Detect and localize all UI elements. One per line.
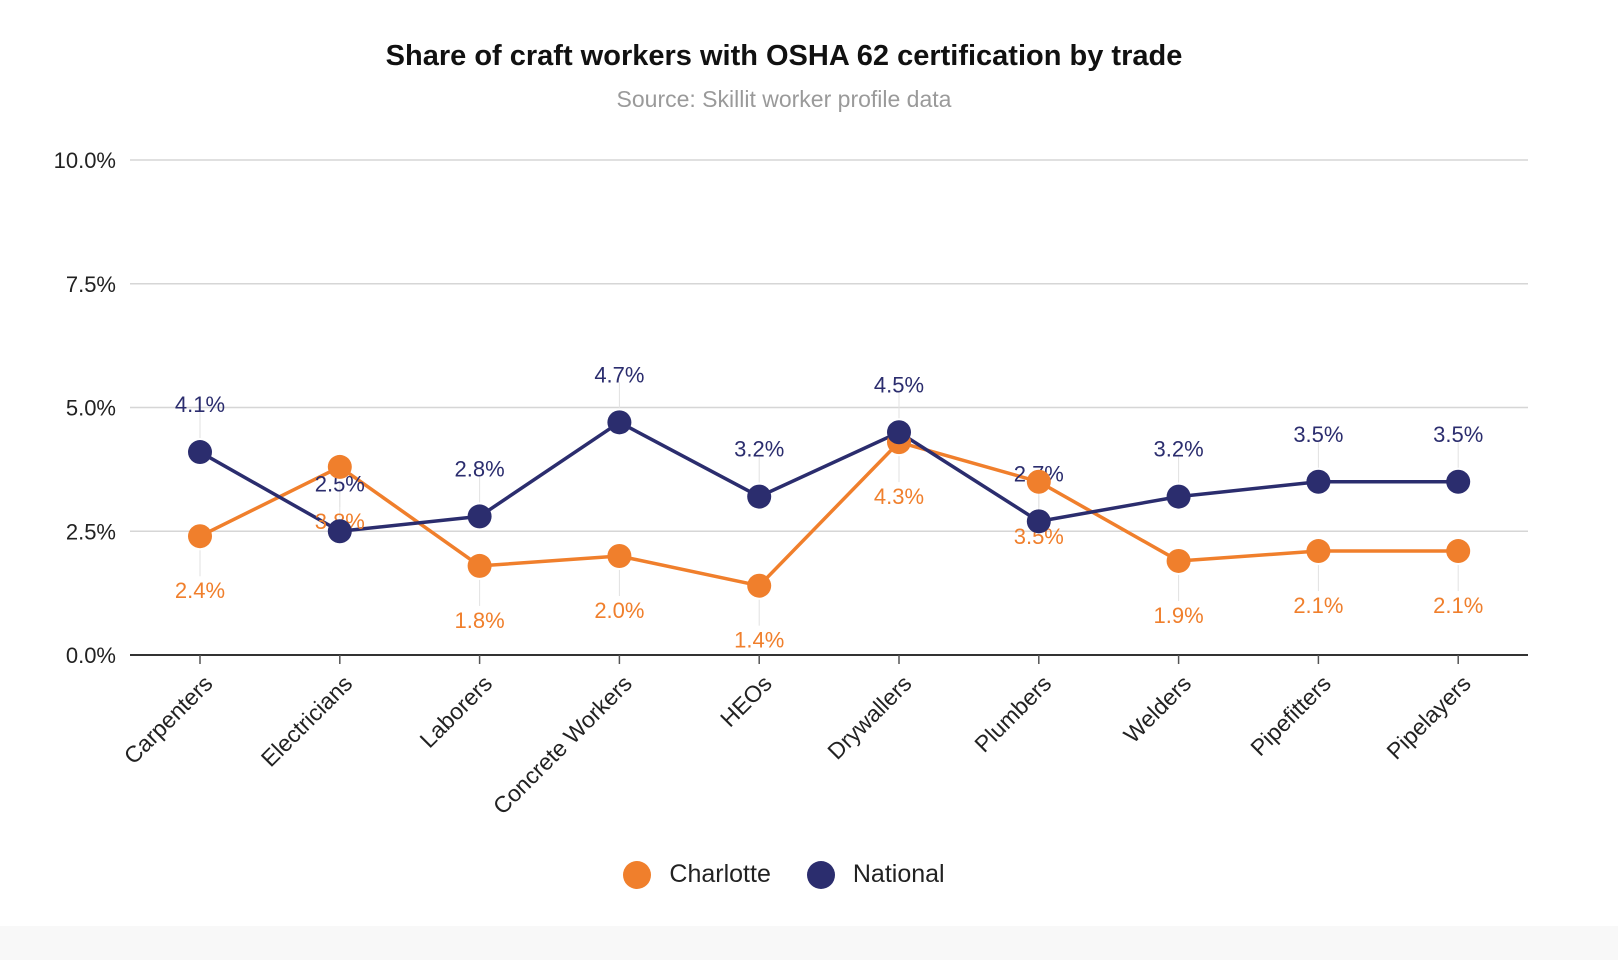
legend-item-charlotte[interactable]: Charlotte (623, 860, 771, 889)
data-label-national: 4.7% (594, 362, 644, 387)
y-tick-label: 0.0% (66, 643, 116, 668)
y-tick-label: 2.5% (66, 519, 116, 544)
data-label-national: 3.5% (1293, 422, 1343, 447)
grid-layer: 0.0% 2.5% 5.0% 7.5% 10.0% (54, 148, 1528, 668)
x-tick-label-welders: Welders (1118, 670, 1196, 748)
x-tick-label-laborers: Laborers (415, 670, 498, 753)
legend-label-charlotte: Charlotte (669, 860, 771, 888)
legend-swatch-charlotte (623, 860, 652, 889)
data-label-national: 4.1% (175, 392, 225, 417)
data-label-national: 2.8% (455, 456, 505, 481)
data-label-charlotte: 2.4% (175, 578, 225, 603)
data-point-national[interactable] (1306, 469, 1331, 494)
x-tick-label-concrete-workers: Concrete Workers (488, 670, 637, 819)
data-point-charlotte[interactable] (467, 553, 492, 578)
chart-title: Share of craft workers with OSHA 62 cert… (385, 40, 1183, 72)
data-point-national[interactable] (188, 440, 212, 465)
x-tick-label-plumbers: Plumbers (969, 670, 1056, 757)
data-point-charlotte[interactable] (327, 454, 352, 479)
data-point-charlotte[interactable] (747, 573, 772, 598)
data-label-charlotte: 1.8% (455, 608, 505, 633)
data-point-national[interactable] (327, 519, 352, 544)
data-point-layer (188, 410, 1471, 598)
x-tick-label-pipefitters: Pipefitters (1245, 670, 1336, 761)
data-point-charlotte[interactable] (188, 524, 212, 549)
data-point-charlotte[interactable] (1446, 539, 1471, 564)
legend-label-national: National (852, 860, 945, 888)
data-point-national[interactable] (467, 504, 492, 529)
series-line-national (199, 420, 1459, 533)
data-label-layer: 2.4%3.8%1.8%2.0%1.4%4.3%3.5%1.9%2.1%2.1%… (175, 362, 1483, 652)
data-label-charlotte: 4.3% (874, 484, 924, 509)
data-label-national: 3.5% (1433, 422, 1483, 447)
data-label-charlotte: 2.0% (594, 598, 644, 623)
data-point-national[interactable] (607, 410, 632, 435)
x-tick-label-carpenters: Carpenters (119, 670, 218, 769)
data-point-national[interactable] (1166, 484, 1191, 509)
data-point-charlotte[interactable] (1306, 539, 1331, 564)
data-label-national: 3.2% (1154, 437, 1204, 462)
x-tick-label-drywallers: Drywallers (822, 670, 916, 764)
data-point-national[interactable] (1026, 509, 1051, 534)
data-label-national: 4.5% (874, 372, 924, 397)
bottom-band (0, 926, 1618, 960)
data-label-charlotte: 1.9% (1154, 603, 1204, 628)
data-point-national[interactable] (887, 420, 911, 445)
data-point-charlotte[interactable] (1166, 548, 1191, 573)
x-tick-label-heos: HEOs (715, 670, 777, 732)
data-point-charlotte[interactable] (607, 544, 632, 568)
data-point-national[interactable] (747, 484, 772, 509)
data-label-charlotte: 1.4% (734, 628, 784, 653)
data-point-charlotte[interactable] (1026, 469, 1051, 494)
data-label-charlotte: 2.1% (1433, 593, 1483, 618)
x-tick-label-electricians: Electricians (256, 670, 358, 772)
data-label-charlotte: 2.1% (1293, 593, 1343, 618)
series-line-charlotte (199, 440, 1459, 588)
y-tick-label: 7.5% (66, 272, 116, 297)
x-tick-label-pipelayers: Pipelayers (1381, 670, 1475, 764)
y-tick-label: 10.0% (54, 148, 116, 173)
y-tick-label: 5.0% (66, 396, 116, 421)
data-point-national[interactable] (1446, 469, 1471, 494)
chart-subtitle: Source: Skillit worker profile data (616, 86, 952, 112)
legend-swatch-national (806, 860, 835, 889)
data-label-national: 3.2% (734, 437, 784, 462)
series-line-layer (199, 420, 1459, 588)
line-chart: 0.0% 2.5% 5.0% 7.5% 10.0% Carpenters Electric… (54, 148, 1528, 819)
legend: Charlotte National (0, 860, 1568, 889)
legend-item-national[interactable]: National (806, 860, 945, 889)
